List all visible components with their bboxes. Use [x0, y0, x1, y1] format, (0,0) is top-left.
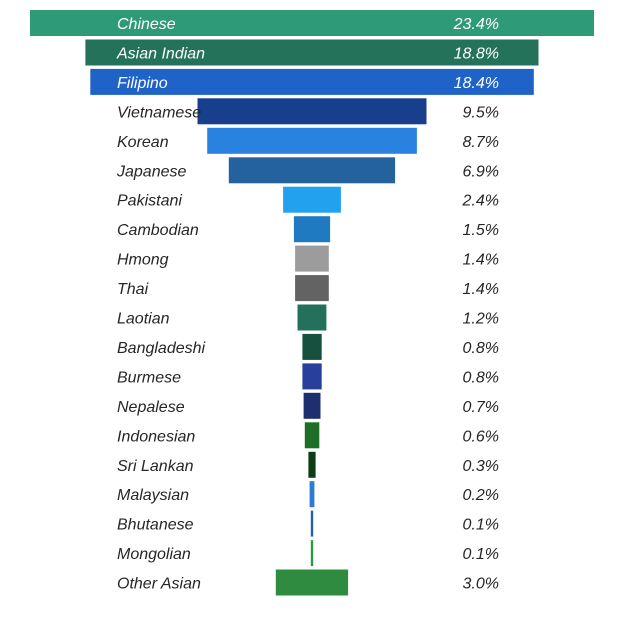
value-label-indonesian: 0.6% — [463, 428, 499, 445]
category-label-bhutanese: Bhutanese — [117, 517, 194, 534]
bar-cambodian — [293, 216, 331, 243]
bar-japanese — [228, 157, 396, 184]
bar-hmong — [295, 245, 329, 272]
bar-malaysian — [309, 481, 315, 508]
bar-mongolian — [310, 540, 314, 567]
bar-other-asian — [275, 569, 349, 596]
category-label-burmese: Burmese — [117, 369, 181, 386]
value-label-nepalese: 0.7% — [463, 399, 499, 416]
category-label-asian-indian: Asian Indian — [116, 46, 205, 63]
bar-chinese — [30, 10, 594, 36]
category-label-malaysian: Malaysian — [117, 487, 189, 504]
category-label-pakistani: Pakistani — [117, 193, 182, 210]
category-label-chinese: Chinese — [117, 16, 176, 33]
value-label-vietnamese: 9.5% — [463, 104, 499, 121]
category-label-korean: Korean — [117, 134, 169, 151]
value-label-asian-indian: 18.8% — [454, 46, 499, 63]
value-label-hmong: 1.4% — [463, 252, 499, 269]
category-label-nepalese: Nepalese — [117, 399, 185, 416]
category-label-mongolian: Mongolian — [117, 546, 191, 563]
category-label-indonesian: Indonesian — [117, 428, 195, 445]
value-label-bangladeshi: 0.8% — [463, 340, 499, 357]
bar-laotian — [297, 304, 327, 331]
bar-vietnamese — [197, 98, 427, 125]
value-label-thai: 1.4% — [463, 281, 499, 298]
category-label-hmong: Hmong — [117, 252, 169, 269]
bar-korean — [207, 127, 417, 154]
value-label-cambodian: 1.5% — [463, 222, 499, 239]
bar-filipino — [90, 68, 534, 95]
value-label-pakistani: 2.4% — [462, 193, 499, 210]
category-label-thai: Thai — [117, 281, 149, 298]
bar-asian-indian — [85, 39, 539, 66]
bar-nepalese — [303, 392, 321, 419]
value-label-burmese: 0.8% — [463, 369, 499, 386]
category-label-laotian: Laotian — [117, 311, 170, 328]
value-label-korean: 8.7% — [463, 134, 499, 151]
category-label-sri-lankan: Sri Lankan — [117, 458, 194, 475]
value-label-chinese: 23.4% — [453, 16, 499, 33]
bar-thai — [295, 275, 329, 302]
value-label-bhutanese: 0.1% — [463, 517, 499, 534]
category-label-vietnamese: Vietnamese — [117, 104, 201, 121]
value-label-sri-lankan: 0.3% — [463, 458, 499, 475]
bar-sri-lankan — [308, 451, 316, 478]
category-label-cambodian: Cambodian — [117, 222, 199, 239]
value-label-mongolian: 0.1% — [463, 546, 499, 563]
category-label-filipino: Filipino — [117, 75, 168, 92]
bar-bhutanese — [310, 510, 314, 537]
value-label-japanese: 6.9% — [463, 163, 499, 180]
category-label-other-asian: Other Asian — [117, 576, 201, 593]
bar-pakistani — [283, 186, 341, 213]
bar-indonesian — [304, 422, 320, 449]
value-label-other-asian: 3.0% — [463, 576, 499, 593]
category-label-bangladeshi: Bangladeshi — [117, 340, 206, 357]
value-label-malaysian: 0.2% — [463, 487, 499, 504]
value-label-filipino: 18.4% — [454, 75, 499, 92]
category-label-japanese: Japanese — [116, 163, 186, 180]
value-label-laotian: 1.2% — [463, 311, 499, 328]
bar-bangladeshi — [302, 333, 322, 360]
bar-burmese — [302, 363, 322, 390]
